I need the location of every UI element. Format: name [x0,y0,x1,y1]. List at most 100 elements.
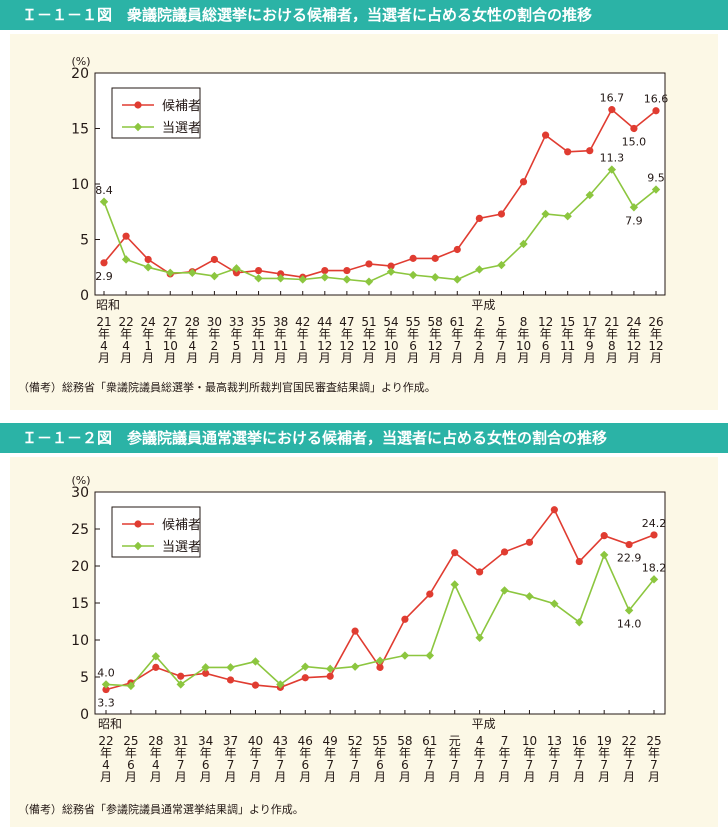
fig1-point-candidates [475,214,483,223]
fig1-point-candidates [321,266,329,275]
fig1-x-month-label: 12 [648,339,663,353]
fig1-point-candidates [254,266,263,275]
fig1-x-year-label: 58 [428,315,443,329]
fig1-x-year-label: 35 [251,315,266,329]
fig1-x-month-unit: 月 [319,351,331,365]
fig1-point-elected [453,275,462,284]
fig2-x-month-label: 7 [277,758,285,772]
fig1-x-year-unit: 年 [540,327,552,341]
fig2-x-year-unit: 年 [623,746,635,760]
fig1-x-year-unit: 年 [230,327,242,341]
fig2-x-year-label: 49 [323,734,338,748]
fig2-x-year-label: 37 [223,734,238,748]
fig1-data-label: 7.9 [625,214,643,227]
fig1-legend-marker-candidates [134,101,142,109]
fig2-y-tick-label: 15 [71,596,89,612]
fig2-x-month-label: 7 [451,758,459,772]
fig2-point-candidates [177,672,185,680]
fig2-x-year-label: 31 [173,734,188,748]
fig2-data-label: 14.0 [617,617,642,630]
fig2-x-year-label: 10 [522,734,537,748]
fig1-point-candidates [564,148,572,156]
fig1-point-elected [629,203,639,212]
fig1-x-month-unit: 月 [142,351,154,365]
fig1-data-label: 2.9 [95,270,113,283]
figure1-chart: 05101520(%)21年4月22年4月24年1月27年10月28年4月30年… [71,55,668,365]
fig1-point-elected [541,209,550,219]
figure2-title: Ｉ－１－２図 参議院議員通常選挙における候補者，当選者に占める女性の割合の推移 [22,429,608,447]
fig2-x-year-unit: 年 [274,746,286,760]
fig1-x-month-label: 2 [211,339,219,353]
fig1-point-elected [475,265,484,274]
fig2-point-candidates [152,663,160,671]
fig1-x-month-unit: 月 [120,351,132,365]
fig2-era-label: 平成 [472,717,496,731]
fig1-point-elected [166,268,175,277]
fig1-x-month-unit: 月 [606,351,618,365]
fig1-x-month-label: 2 [476,339,484,353]
fig1-x-month-unit: 月 [407,351,419,365]
fig1-x-month-label: 11 [273,339,288,353]
fig1-x-year-unit: 年 [297,327,309,341]
fig1-x-month-label: 12 [361,339,376,353]
fig2-legend-marker-candidates [134,520,142,528]
fig1-x-year-label: 26 [648,315,663,329]
fig1-y-tick-label: 15 [71,122,89,138]
fig1-point-elected [276,274,285,283]
fig2-point-candidates [600,532,608,540]
fig2-x-year-unit: 年 [249,746,261,760]
fig1-x-year-unit: 年 [429,327,441,341]
fig1-x-month-unit: 月 [208,351,220,365]
fig1-point-elected [143,263,153,272]
fig2-point-candidates [326,672,334,680]
fig2-point-elected [325,664,335,674]
fig1-point-elected [188,268,197,277]
fig1-x-year-label: 27 [163,315,178,329]
fig2-point-elected [301,662,310,671]
fig1-x-year-label: 8 [520,315,528,329]
fig1-legend-marker-elected [133,122,143,132]
fig1-point-elected [585,190,594,200]
fig1-x-year-unit: 年 [562,327,574,341]
fig2-x-month-unit: 月 [349,770,361,784]
fig2-point-elected [649,575,659,584]
fig1-y-tick-label: 0 [80,288,89,304]
figure1-title-banner: Ｉ－１－１図 衆議院議員総選挙における候補者，当選者に占める女性の割合の推移 [0,0,728,30]
fig1-point-candidates [232,269,241,277]
fig1-x-year-unit: 年 [319,327,331,341]
fig2-x-year-label: 34 [198,734,213,748]
fig1-x-month-unit: 月 [164,351,176,365]
fig1-x-year-label: 15 [560,315,575,329]
fig1-x-month-label: 8 [608,339,616,353]
fig1-x-year-unit: 年 [363,327,375,341]
fig2-x-year-label: 28 [148,734,163,748]
fig1-point-candidates [277,270,285,278]
fig2-x-year-unit: 年 [175,746,187,760]
fig1-point-elected [519,239,528,249]
fig2-x-year-unit: 年 [523,746,535,760]
fig1-x-year-unit: 年 [407,327,419,341]
fig2-point-candidates [301,674,309,682]
fig1-x-year-unit: 年 [473,327,485,341]
fig2-x-month-label: 7 [177,758,185,772]
fig1-point-elected [121,255,131,264]
fig2-legend-label: 当選者 [162,540,201,555]
fig2-x-month-label: 7 [426,758,434,772]
fig1-x-year-label: 24 [626,315,641,329]
fig1-x-year-unit: 年 [164,327,176,341]
fig2-point-elected [575,618,584,627]
fig1-x-month-label: 9 [586,339,594,353]
fig1-x-month-label: 4 [100,339,108,353]
fig1-x-year-unit: 年 [186,327,198,341]
fig1-point-candidates [519,178,528,186]
fig1-x-year-unit: 年 [518,327,530,341]
fig2-x-year-unit: 年 [150,746,162,760]
fig2-x-month-unit: 月 [523,770,535,784]
fig2-point-elected [525,592,534,601]
fig2-point-candidates [550,506,558,514]
fig1-x-month-label: 5 [233,339,241,353]
fig1-x-year-label: 47 [339,315,354,329]
fig2-x-month-unit: 月 [150,770,162,784]
fig2-x-month-label: 7 [252,758,260,772]
fig1-point-elected [298,275,307,284]
